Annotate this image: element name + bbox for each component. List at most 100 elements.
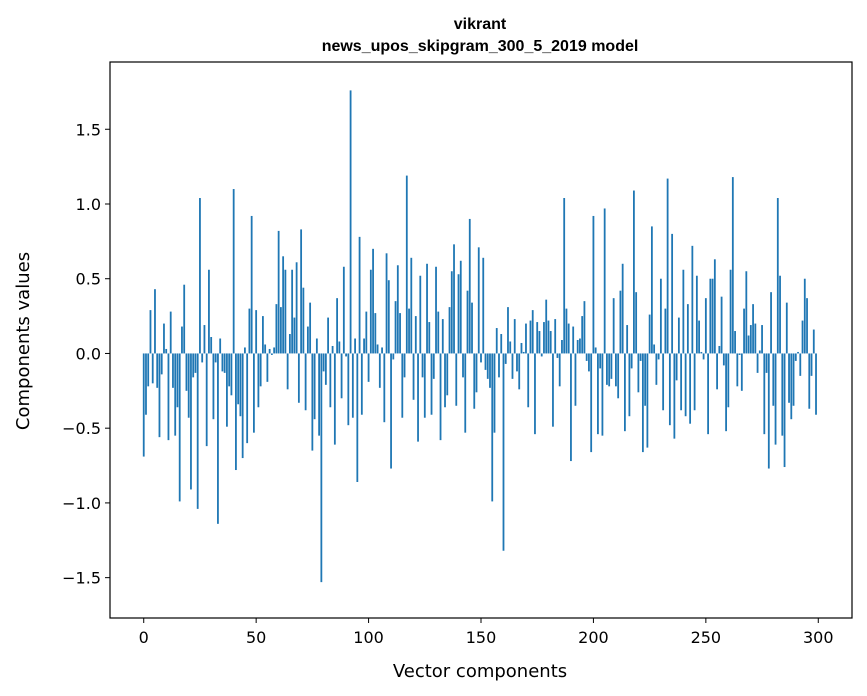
- bar-253: [711, 278, 714, 354]
- bar-169: [522, 351, 525, 354]
- bar-18: [183, 284, 186, 354]
- bar-286: [785, 302, 788, 354]
- x-axis-ticks: 0 50 100 150 200 250 300: [139, 618, 834, 647]
- bar-2: [147, 353, 150, 387]
- bar-161: [504, 353, 507, 364]
- bar-26: [201, 353, 204, 363]
- bar-125: [423, 353, 426, 418]
- bar-104: [376, 344, 379, 354]
- bar-3: [149, 310, 152, 354]
- bar-199: [590, 353, 593, 453]
- bar-8: [160, 353, 163, 375]
- bar-187: [563, 198, 566, 354]
- bar-61: [279, 307, 282, 354]
- bar-231: [662, 353, 665, 411]
- bar-213: [621, 263, 624, 354]
- bar-62: [282, 256, 285, 354]
- bar-5: [154, 289, 156, 354]
- y-axis-ticks: −1.5 −1.0 −0.5 0.0 0.5 1.0 1.5: [62, 120, 110, 588]
- y-tick-label: −1.0: [62, 494, 101, 513]
- bar-85: [333, 353, 336, 445]
- bar-230: [659, 278, 662, 354]
- bar-78: [318, 353, 321, 436]
- bar-15: [176, 353, 179, 408]
- y-tick-label: −1.5: [62, 569, 101, 588]
- bar-206: [606, 353, 608, 385]
- bar-192: [574, 353, 577, 406]
- bar-60: [277, 230, 280, 354]
- bar-67: [293, 317, 296, 354]
- y-tick-label: 1.5: [76, 120, 101, 139]
- bar-288: [790, 353, 793, 420]
- bar-102: [372, 248, 374, 354]
- bar-218: [633, 190, 635, 354]
- bar-160: [502, 353, 505, 551]
- bar-222: [641, 353, 644, 453]
- bar-158: [498, 353, 500, 378]
- bar-11: [167, 353, 170, 441]
- bar-269: [747, 335, 750, 354]
- bar-49: [253, 353, 255, 433]
- bar-165: [513, 319, 516, 354]
- bar-155: [491, 353, 494, 502]
- bar-21: [190, 353, 192, 490]
- bar-159: [500, 334, 503, 354]
- bar-45: [244, 347, 246, 354]
- bar-134: [444, 353, 446, 408]
- bar-47: [248, 308, 251, 354]
- plot-area: [110, 62, 852, 618]
- bar-168: [520, 342, 523, 354]
- bar-291: [797, 351, 799, 354]
- bar-44: [241, 353, 244, 459]
- bar-289: [792, 353, 795, 406]
- bar-122: [417, 353, 419, 442]
- bar-28: [205, 353, 208, 447]
- bar-219: [635, 292, 638, 354]
- bar-295: [806, 298, 808, 354]
- bar-133: [441, 319, 444, 354]
- bar-249: [702, 353, 705, 360]
- bar-190: [570, 353, 572, 462]
- bar-39: [230, 353, 233, 396]
- bar-92: [349, 90, 352, 354]
- bar-70: [300, 229, 303, 354]
- bar-91: [347, 353, 350, 426]
- bar-135: [446, 353, 449, 396]
- bar-1: [145, 353, 147, 415]
- bar-82: [327, 317, 329, 354]
- bar-154: [489, 353, 491, 388]
- bar-205: [603, 208, 606, 354]
- bar-270: [749, 325, 752, 354]
- bar-86: [336, 298, 338, 354]
- bar-16: [178, 353, 181, 502]
- x-tick-label: 0: [139, 628, 149, 647]
- bar-138: [453, 244, 455, 354]
- bar-279: [770, 292, 772, 354]
- bar-298: [812, 329, 815, 354]
- bar-55: [266, 353, 269, 382]
- bar-43: [239, 353, 242, 417]
- bar-163: [509, 341, 512, 354]
- bar-141: [459, 260, 462, 354]
- bar-76: [313, 353, 316, 420]
- bar-140: [457, 274, 460, 354]
- bar-262: [731, 177, 734, 354]
- bar-201: [594, 347, 597, 354]
- bar-130: [435, 266, 437, 354]
- x-tick-label: 200: [578, 628, 609, 647]
- bar-57: [270, 353, 273, 355]
- bar-162: [507, 307, 509, 354]
- bar-111: [392, 353, 395, 360]
- bar-209: [612, 298, 615, 354]
- bar-83: [329, 353, 332, 408]
- bar-59: [275, 304, 278, 354]
- bar-257: [720, 296, 723, 354]
- bar-99: [365, 311, 368, 354]
- bar-90: [345, 353, 347, 357]
- bar-183: [554, 319, 557, 354]
- bar-9: [163, 323, 165, 354]
- bar-164: [511, 353, 514, 379]
- y-tick-label: 0.0: [76, 344, 101, 363]
- bar-81: [324, 353, 327, 385]
